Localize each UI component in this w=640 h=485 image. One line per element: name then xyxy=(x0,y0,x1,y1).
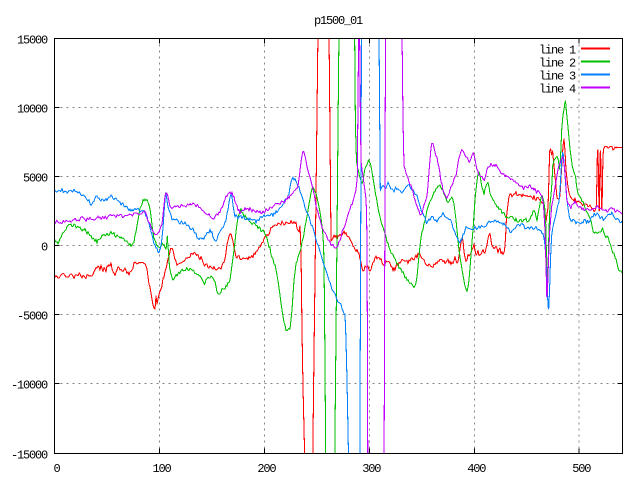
svg-text:500: 500 xyxy=(572,462,591,476)
svg-text:10000: 10000 xyxy=(17,103,48,117)
svg-text:-15000: -15000 xyxy=(11,449,48,463)
svg-text:5000: 5000 xyxy=(23,172,48,186)
svg-text:200: 200 xyxy=(257,462,276,476)
svg-text:-10000: -10000 xyxy=(11,379,48,393)
svg-text:p1500_01: p1500_01 xyxy=(314,14,363,28)
svg-text:0: 0 xyxy=(53,462,60,476)
svg-text:line 2: line 2 xyxy=(539,57,576,71)
svg-text:15000: 15000 xyxy=(17,34,48,48)
svg-text:300: 300 xyxy=(362,462,381,476)
svg-text:line 3: line 3 xyxy=(539,70,576,84)
svg-text:0: 0 xyxy=(41,241,48,255)
svg-text:400: 400 xyxy=(467,462,486,476)
svg-text:line 1: line 1 xyxy=(539,44,576,58)
svg-text:line 4: line 4 xyxy=(539,83,576,97)
svg-text:-5000: -5000 xyxy=(17,310,48,324)
svg-text:100: 100 xyxy=(152,462,171,476)
